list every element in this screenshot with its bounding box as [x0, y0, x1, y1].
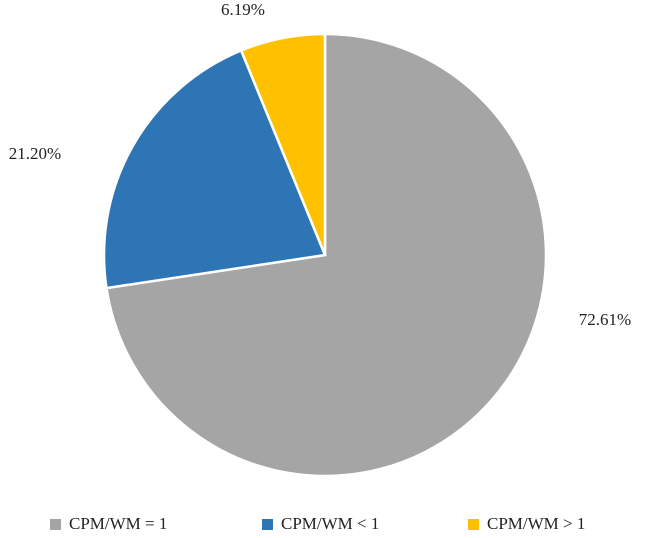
data-label: 6.19% [221, 0, 265, 19]
legend-swatch [262, 519, 273, 530]
legend-swatch [468, 519, 479, 530]
data-label: 21.20% [9, 144, 61, 163]
legend-swatch [50, 519, 61, 530]
pie-slice [239, 32, 327, 256]
legend-label: CPM/WM > 1 [487, 514, 585, 533]
pie-slice [102, 48, 327, 290]
data-label: 72.61% [579, 310, 631, 329]
legend-label: CPM/WM = 1 [69, 514, 167, 533]
legend-label: CPM/WM < 1 [281, 514, 379, 533]
